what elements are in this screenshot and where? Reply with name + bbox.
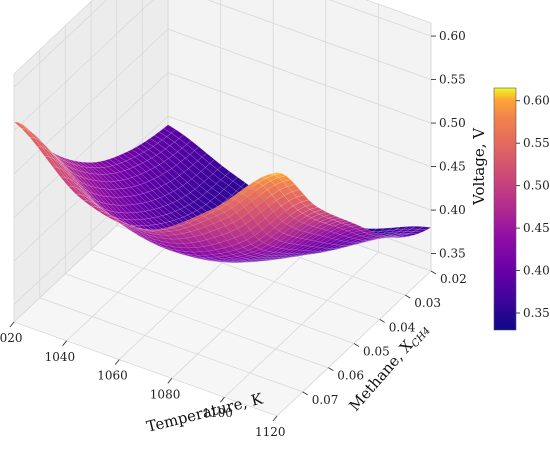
grid-line-z [13,115,432,262]
x-tick-mark [272,415,278,422]
z-tick-label: 0.35 [439,247,466,261]
x-tick-mark [9,321,15,328]
z-tick-label: 0.60 [439,29,466,43]
x-tick-mark [114,359,120,365]
axis-ticks: 1020 1040 1060 1080 1100 1120 0.02 0.03 0.04 0.05… [0,29,467,439]
y-tick-label: 0.03 [414,296,441,310]
z-tick-label: 0.50 [439,116,466,130]
y-tick-mark [302,391,308,396]
surface-patch [269,172,282,176]
x-tick-mark [62,340,67,347]
y-tick-mark [328,367,334,372]
colorbar-tick-label: 0.35 [523,306,550,320]
colorbar-tick-label: 0.45 [523,221,550,235]
x-tick-mark [167,378,173,384]
colorbar [493,87,517,331]
z-tick-label: 0.55 [439,73,466,87]
x-tick-label: 1060 [97,369,128,383]
x-tick-label: 1100 [202,406,233,420]
grid-line-y [39,49,303,393]
y-tick-mark [379,318,385,323]
grid-line-y [90,1,355,344]
y-tick-mark [405,294,411,299]
colorbar-tick-label: 0.60 [523,94,550,108]
surface-mesh [13,121,432,263]
z-tick-label: 0.40 [439,203,466,217]
y-tick-label: 0.02 [440,272,467,286]
x-tick-label: 1020 [0,331,23,345]
y-tick-label: 0.06 [337,369,364,383]
y-tick-mark [430,270,437,275]
colorbar-tick-label: 0.55 [523,136,550,150]
colorbar-tick-label: 0.40 [523,264,550,278]
colorbar-ticks: 0.35 0.40 0.45 0.50 0.55 0.60 [516,94,550,320]
grid-line-z [13,0,432,131]
x-tick-label: 1120 [255,425,286,439]
x-tick-label: 1080 [150,387,181,401]
grid-line-z [13,28,432,175]
y-tick-mark [353,343,360,347]
y-tick-label: 0.05 [363,345,390,359]
colorbar-tick-label: 0.50 [523,179,550,193]
y-tick-label: 0.04 [389,320,416,334]
y-tick-label: 0.07 [312,393,339,407]
z-axis-label: Voltage, V [470,127,488,206]
z-tick-label: 0.45 [439,160,466,174]
grid-line-y [116,0,380,320]
grid-line-z [13,0,432,88]
x-tick-label: 1040 [45,350,76,364]
x-tick-mark [220,396,225,403]
grid-line-y [64,25,329,369]
